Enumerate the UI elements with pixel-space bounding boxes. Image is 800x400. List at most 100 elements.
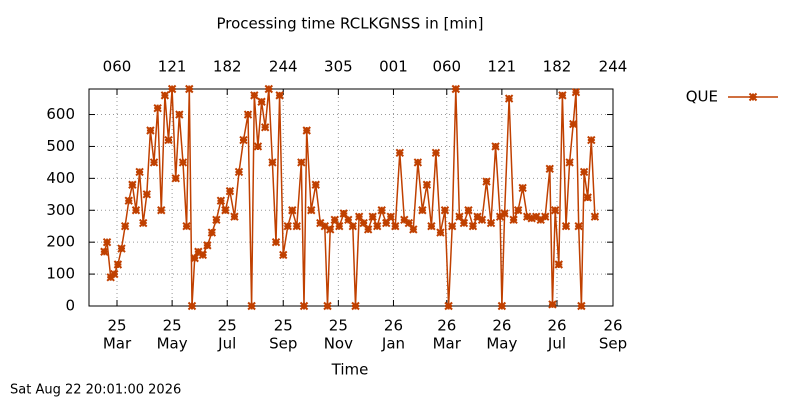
marker (495, 212, 505, 221)
x2-tick-label: 121 (158, 58, 187, 76)
marker (359, 218, 368, 228)
marker (247, 301, 256, 311)
legend-marker (748, 92, 758, 102)
marker (297, 158, 306, 167)
marker (292, 222, 302, 231)
marker (225, 186, 235, 196)
marker (409, 225, 418, 234)
marker (569, 119, 578, 129)
marker (518, 183, 527, 193)
marker (157, 206, 166, 215)
marker (418, 206, 427, 215)
x-tick-label: Jan (381, 335, 405, 353)
marker (464, 206, 473, 215)
marker (187, 301, 197, 311)
marker (260, 123, 270, 132)
marker (436, 228, 445, 237)
marker (320, 222, 330, 231)
marker (455, 212, 464, 221)
marker (348, 222, 358, 231)
marker (113, 260, 123, 269)
marker (153, 103, 162, 113)
marker (279, 250, 288, 260)
marker (330, 215, 339, 225)
marker (545, 164, 554, 173)
marker (203, 241, 212, 250)
marker (120, 222, 130, 231)
x2-tick-label: 060 (432, 58, 461, 76)
marker (149, 158, 159, 167)
marker (372, 222, 382, 231)
x2-tick-label: 305 (324, 58, 353, 76)
marker (550, 206, 560, 215)
marker (468, 222, 478, 231)
marker (264, 84, 273, 94)
x2-tick-label: 182 (543, 58, 572, 76)
marker (182, 222, 191, 231)
marker (500, 209, 509, 218)
marker (363, 225, 373, 234)
plot-frame (88, 88, 614, 307)
marker (175, 110, 184, 119)
x-tick-label: Mar (103, 335, 132, 353)
marker (351, 301, 360, 311)
x-tick-label: Jul (547, 335, 566, 353)
marker (395, 148, 404, 158)
x2-tick-label: 060 (103, 58, 132, 76)
marker (571, 87, 581, 97)
x-tick-label: Mar (433, 335, 462, 353)
marker (491, 142, 500, 151)
marker (427, 222, 436, 231)
legend-label: QUE (686, 88, 718, 106)
marker (243, 110, 253, 119)
marker (283, 222, 292, 231)
marker (128, 180, 137, 189)
y-tick-label: 0 (65, 297, 75, 315)
marker (307, 206, 316, 215)
marker (164, 135, 173, 145)
marker (431, 148, 441, 158)
marker (473, 212, 482, 221)
x-tick-label: May (486, 335, 517, 353)
marker (574, 222, 583, 231)
x-tick-label: 26 (547, 317, 566, 335)
marker (239, 135, 248, 145)
marker (230, 212, 239, 221)
marker (382, 218, 391, 228)
x2-tick-label: 182 (213, 58, 242, 76)
marker (326, 225, 335, 234)
y-tick-label: 300 (46, 201, 75, 219)
y-tick-label: 600 (46, 105, 75, 123)
marker (135, 167, 144, 177)
marker (212, 215, 221, 225)
marker (400, 215, 409, 225)
marker (522, 212, 532, 221)
x-axis-label: Time (331, 361, 369, 379)
marker (271, 237, 281, 247)
marker (577, 301, 586, 311)
marker (422, 180, 432, 189)
x-tick-label: 25 (329, 317, 348, 335)
marker (554, 260, 564, 269)
marker (583, 193, 592, 202)
marker (482, 177, 491, 186)
x-tick-label: 25 (107, 317, 126, 335)
marker (311, 180, 320, 189)
marker (459, 218, 469, 228)
x-tick-label: Jul (217, 335, 236, 353)
marker (160, 91, 170, 100)
marker (477, 215, 487, 225)
marker (413, 158, 423, 167)
x-tick-label: 25 (163, 317, 182, 335)
marker (323, 301, 332, 311)
marker (207, 228, 217, 237)
x2-tick-label: 121 (488, 58, 517, 76)
x-tick-label: Nov (324, 335, 353, 353)
y-tick-label: 200 (46, 233, 75, 251)
x-tick-label: May (157, 335, 188, 353)
marker (339, 209, 348, 218)
marker (316, 218, 325, 228)
marker (404, 218, 414, 228)
marker (579, 167, 589, 177)
